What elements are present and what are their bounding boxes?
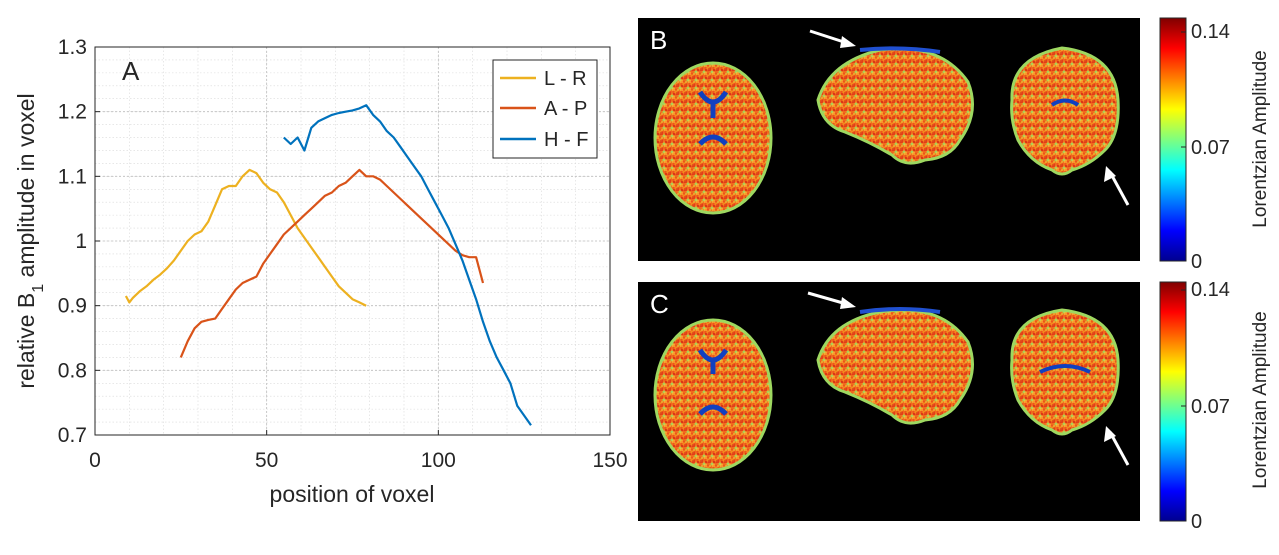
heatmap-panel-c: C [638,282,1140,521]
colorbar-c-label: Lorentzian Amplitude [1250,311,1271,488]
series-line-l-r [124,168,367,307]
legend-label-a-p: A - P [544,98,587,120]
colorbar-c: 0.14 0.07 0 Lorentzian Amplitude [1159,279,1271,533]
y-axis-label-main: relative B [13,293,39,389]
colorbar-b-tick-mid: 0.07 [1191,137,1230,159]
colorbar-b-gradient [1159,17,1187,262]
y-tick-label: 0.7 [58,424,87,447]
panel-c-label: C [650,289,669,319]
colorbar-c-tick-max: 0.14 [1191,279,1230,301]
series-lines [124,104,532,426]
axis-ticks: 0 50 100 150 0.7 0.8 0.9 1 1.1 1.2 1.3 [58,36,628,472]
y-axis-label: relative B1 amplitude in voxel [13,93,47,388]
y-tick-label: 0.9 [58,295,87,318]
x-tick-label: 50 [255,449,278,472]
coronal-slice-b [1010,46,1120,176]
colorbar-b-tick-min: 0 [1191,251,1202,273]
sagittal-slice-c [816,307,974,425]
heatmap-panel-b: B [638,18,1140,261]
x-tick-label: 0 [89,449,101,472]
axial-slice-c [653,318,773,472]
series-line-h-f [283,104,532,426]
series-line-a-p [179,168,485,358]
legend-label-h-f: H - F [544,129,588,151]
y-tick-label: 1 [75,230,87,253]
coronal-slice-c [1010,308,1120,436]
y-tick-label: 1.3 [58,36,87,59]
legend-label-l-r: L - R [544,68,587,90]
arrow-top-b [809,29,856,48]
axial-slice-b [653,61,773,215]
panel-b-label: B [650,25,667,55]
y-tick-label: 1.2 [58,101,87,124]
line-chart-panel: 0 50 100 150 0.7 0.8 0.9 1 1.1 1.2 1.3 A L - R A -… [13,36,628,507]
y-axis-label-subscript: 1 [30,284,47,293]
x-axis-label: position of voxel [270,481,435,507]
panel-a-label: A [122,56,140,86]
arrow-top-c [807,291,856,309]
x-tick-label: 100 [421,449,456,472]
colorbar-b-tick-max: 0.14 [1191,21,1230,43]
colorbar-b: 0.14 0.07 0 Lorentzian Amplitude [1159,17,1271,273]
legend: L - R A - P H - F [492,59,598,159]
arrow-bottom-c [1104,426,1130,466]
arrow-bottom-b [1104,166,1130,206]
colorbar-c-gradient [1159,281,1187,522]
y-tick-label: 1.1 [58,165,87,188]
colorbar-c-tick-mid: 0.07 [1191,396,1230,418]
x-tick-label: 150 [592,449,627,472]
colorbar-b-label: Lorentzian Amplitude [1250,50,1271,227]
y-tick-label: 0.8 [58,359,87,382]
y-axis-label-rest: amplitude in voxel [13,93,39,284]
sagittal-slice-b [816,46,974,165]
colorbar-c-tick-min: 0 [1191,511,1202,533]
